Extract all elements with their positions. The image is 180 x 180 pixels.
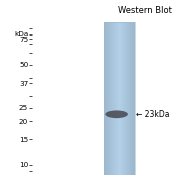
Bar bbox=[123, 22, 124, 175]
Bar bbox=[119, 22, 120, 175]
Bar bbox=[109, 22, 110, 175]
Bar bbox=[110, 22, 111, 175]
Ellipse shape bbox=[105, 111, 128, 118]
Bar bbox=[109, 22, 110, 175]
Bar bbox=[114, 22, 115, 175]
Bar bbox=[111, 22, 112, 175]
Bar bbox=[120, 22, 121, 175]
Bar bbox=[123, 22, 124, 175]
Bar bbox=[122, 22, 123, 175]
Bar bbox=[106, 22, 107, 175]
Bar bbox=[112, 22, 113, 175]
Bar bbox=[134, 22, 135, 175]
Bar bbox=[113, 22, 114, 175]
Bar bbox=[128, 22, 129, 175]
Bar bbox=[116, 22, 117, 175]
Bar bbox=[117, 22, 118, 175]
Bar bbox=[103, 22, 135, 175]
Bar bbox=[125, 22, 126, 175]
Bar bbox=[134, 22, 135, 175]
Bar bbox=[110, 22, 111, 175]
Bar bbox=[130, 22, 131, 175]
Bar bbox=[115, 22, 116, 175]
Bar bbox=[112, 22, 113, 175]
Bar bbox=[118, 22, 119, 175]
Bar bbox=[130, 22, 131, 175]
Bar bbox=[129, 22, 130, 175]
Bar bbox=[127, 22, 128, 175]
Bar bbox=[117, 22, 118, 175]
Bar bbox=[114, 22, 115, 175]
Bar bbox=[118, 22, 119, 175]
Bar bbox=[122, 22, 123, 175]
Bar bbox=[120, 22, 121, 175]
Bar bbox=[121, 22, 122, 175]
Bar bbox=[106, 22, 107, 175]
Bar bbox=[132, 22, 133, 175]
Bar bbox=[116, 22, 117, 175]
Bar bbox=[103, 22, 104, 175]
Bar bbox=[124, 22, 125, 175]
Bar bbox=[124, 22, 125, 175]
Bar bbox=[107, 22, 108, 175]
Text: ← 23kDa: ← 23kDa bbox=[136, 110, 170, 119]
Bar bbox=[126, 22, 127, 175]
Bar bbox=[125, 22, 126, 175]
Bar bbox=[113, 22, 114, 175]
Bar bbox=[108, 22, 109, 175]
Bar bbox=[126, 22, 127, 175]
Bar bbox=[131, 22, 132, 175]
Bar bbox=[104, 22, 105, 175]
Bar bbox=[111, 22, 112, 175]
Bar bbox=[115, 22, 116, 175]
Text: Western Blot: Western Blot bbox=[118, 6, 172, 15]
Bar bbox=[107, 22, 108, 175]
Bar bbox=[105, 22, 106, 175]
Bar bbox=[105, 22, 106, 175]
Bar bbox=[133, 22, 134, 175]
Bar bbox=[132, 22, 133, 175]
Bar bbox=[127, 22, 128, 175]
Bar bbox=[104, 22, 105, 175]
Bar bbox=[131, 22, 132, 175]
Bar bbox=[108, 22, 109, 175]
Bar bbox=[133, 22, 134, 175]
Bar bbox=[129, 22, 130, 175]
